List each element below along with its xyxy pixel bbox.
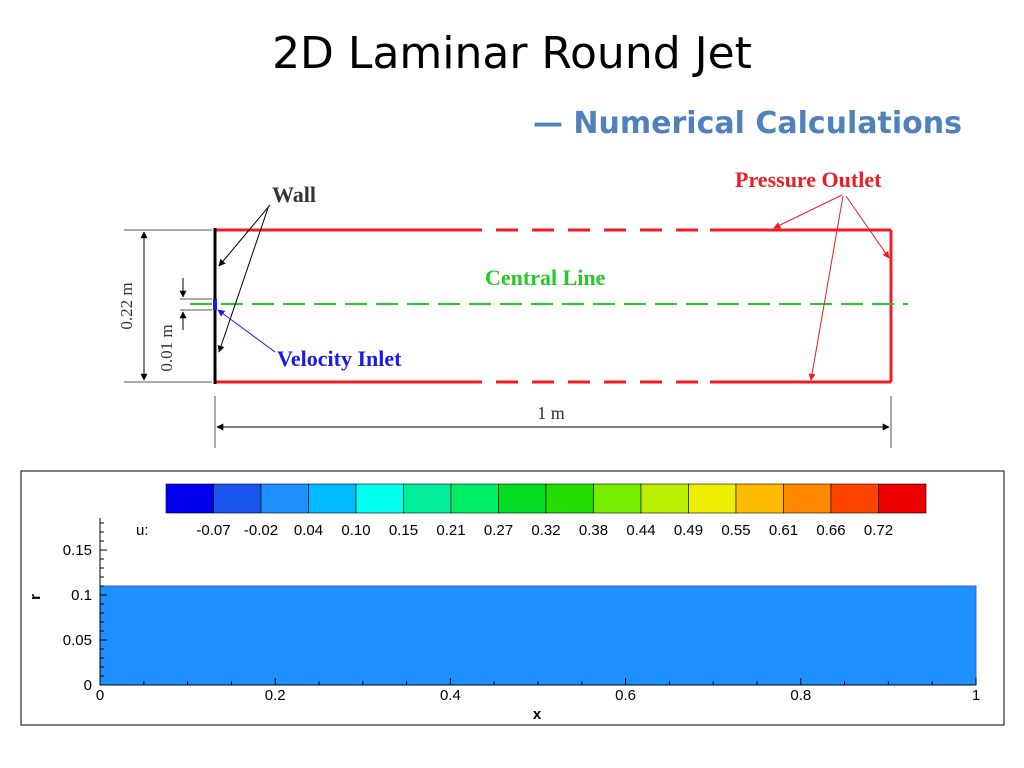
height-dim-label: 0.22 m — [117, 282, 136, 329]
height-dimension — [124, 229, 212, 383]
colorbar-swatch — [830, 483, 879, 514]
wall-label: Wall — [272, 182, 316, 207]
x-tick-label: 1 — [972, 687, 980, 704]
colorbar-level-label: 0.32 — [531, 522, 560, 539]
central-line-label: Central Line — [485, 265, 606, 290]
pressure-outlet-label: Pressure Outlet — [735, 167, 882, 192]
inlet-dimension — [179, 278, 212, 330]
inlet-dim-label: 0.01 m — [157, 324, 176, 371]
colorbar-swatch — [450, 483, 499, 514]
x-tick-label: 0.8 — [790, 687, 811, 704]
colorbar-level-label: 0.66 — [816, 522, 845, 539]
colorbar-level-label: 0.10 — [341, 522, 370, 539]
colorbar-level-label: 0.72 — [864, 522, 893, 539]
colorbar-level-label: 0.61 — [769, 522, 798, 539]
y-tick-label: 0 — [84, 677, 92, 694]
slide-subtitle: — Numerical Calculations — [532, 106, 962, 141]
length-dim-label: 1 m — [537, 403, 565, 423]
inlet-arrow — [217, 309, 276, 353]
colorbar-swatch — [165, 483, 214, 514]
colorbar-swatch — [593, 483, 642, 514]
outlet-arrow-bottom — [808, 195, 844, 381]
colorbar-swatch — [735, 483, 784, 514]
length-dimension — [214, 396, 892, 448]
x-tick-label: 0.6 — [615, 687, 636, 704]
colorbar-level-label: 0.15 — [389, 522, 418, 539]
colorbar-swatch — [783, 483, 832, 514]
x-axis-label: x — [533, 706, 542, 723]
colorbar-level-label: 0.44 — [626, 522, 655, 539]
colorbar-level-label: 0.38 — [579, 522, 608, 539]
colorbar-swatch — [308, 483, 357, 514]
colorbar-level-label: 0.55 — [721, 522, 750, 539]
colorbar-swatch — [545, 483, 594, 514]
colorbar-swatch — [688, 483, 737, 514]
y-tick-labels: 0 0.05 0.1 0.15 — [63, 542, 92, 694]
x-tick-labels: 0 0.2 0.4 0.6 0.8 1 — [96, 687, 980, 704]
colorbar-swatch — [878, 483, 927, 514]
colorbar-level-label: 0.27 — [484, 522, 513, 539]
colorbar-variable-label: u: — [136, 522, 149, 539]
colorbar-swatch — [213, 483, 262, 514]
colorbar — [165, 483, 927, 514]
plot-axes — [99, 518, 977, 686]
velocity-inlet-label: Velocity Inlet — [277, 346, 402, 371]
colorbar-swatch — [355, 483, 404, 514]
x-tick-label: 0.2 — [265, 687, 286, 704]
wall-arrow-top — [218, 204, 271, 267]
colorbar-swatch — [260, 483, 309, 514]
pressure-outlet-boundary — [215, 228, 893, 384]
colorbar-level-label: -0.07 — [196, 522, 230, 539]
colorbar-level-label: 0.49 — [674, 522, 703, 539]
colorbar-labels: -0.07 -0.02 0.04 0.10 0.15 0.21 0.27 0.32 0.38 0.… — [196, 522, 893, 539]
colorbar-level-label: -0.02 — [244, 522, 278, 539]
outlet-arrow-top — [773, 194, 843, 229]
wall-arrow-bottom — [217, 207, 269, 353]
y-tick-label: 0.15 — [63, 542, 92, 559]
colorbar-swatch — [498, 483, 547, 514]
y-axis-label: r — [27, 594, 44, 600]
velocity-field — [99, 585, 977, 686]
colorbar-level-label: 0.04 — [294, 522, 323, 539]
colorbar-swatch — [403, 483, 452, 514]
x-tick-label: 0.4 — [440, 687, 461, 704]
colorbar-level-label: 0.21 — [436, 522, 465, 539]
colorbar-swatch — [640, 483, 689, 514]
x-tick-label: 0 — [96, 687, 104, 704]
y-tick-label: 0.1 — [71, 587, 92, 604]
slide-title: 2D Laminar Round Jet — [272, 28, 752, 79]
outlet-arrow-right — [845, 195, 890, 259]
plot-frame — [20, 470, 1005, 726]
y-tick-label: 0.05 — [63, 632, 92, 649]
